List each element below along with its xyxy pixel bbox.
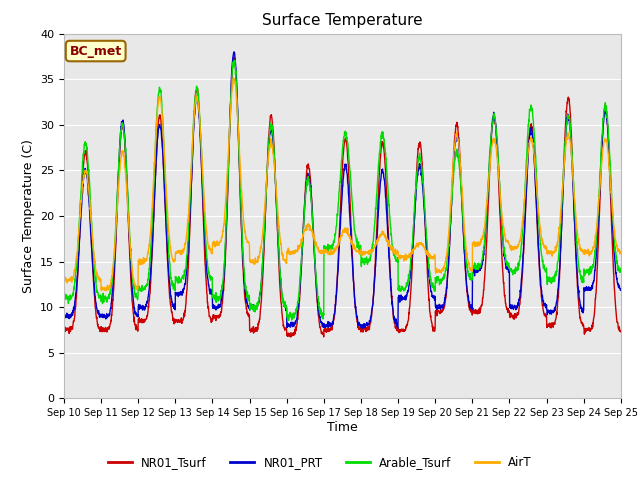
X-axis label: Time: Time: [327, 421, 358, 434]
Title: Surface Temperature: Surface Temperature: [262, 13, 422, 28]
Text: BC_met: BC_met: [70, 45, 122, 58]
Y-axis label: Surface Temperature (C): Surface Temperature (C): [22, 139, 35, 293]
Legend: NR01_Tsurf, NR01_PRT, Arable_Tsurf, AirT: NR01_Tsurf, NR01_PRT, Arable_Tsurf, AirT: [104, 452, 536, 474]
